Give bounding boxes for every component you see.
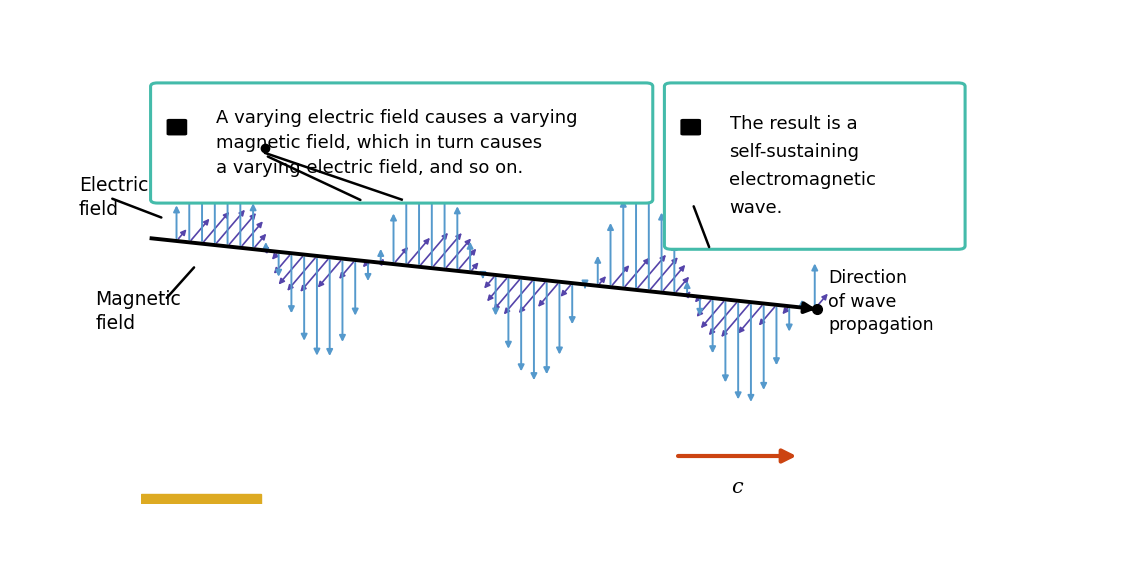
Text: 1: 1: [184, 101, 197, 119]
FancyBboxPatch shape: [664, 83, 966, 249]
Text: Electric
field: Electric field: [79, 177, 148, 219]
Text: The result is a
self-sustaining
electromagnetic
wave.: The result is a self-sustaining electrom…: [729, 115, 877, 217]
FancyBboxPatch shape: [680, 119, 701, 135]
Text: Direction
of wave
propagation: Direction of wave propagation: [828, 269, 934, 335]
Text: A varying electric field causes a varying
magnetic field, which in turn causes
a: A varying electric field causes a varyin…: [216, 109, 578, 177]
Bar: [140, 494, 261, 504]
Text: 2: 2: [698, 101, 710, 119]
FancyBboxPatch shape: [166, 119, 188, 135]
Text: c: c: [732, 478, 743, 496]
FancyBboxPatch shape: [151, 83, 653, 203]
Text: Magnetic
field: Magnetic field: [96, 290, 181, 333]
